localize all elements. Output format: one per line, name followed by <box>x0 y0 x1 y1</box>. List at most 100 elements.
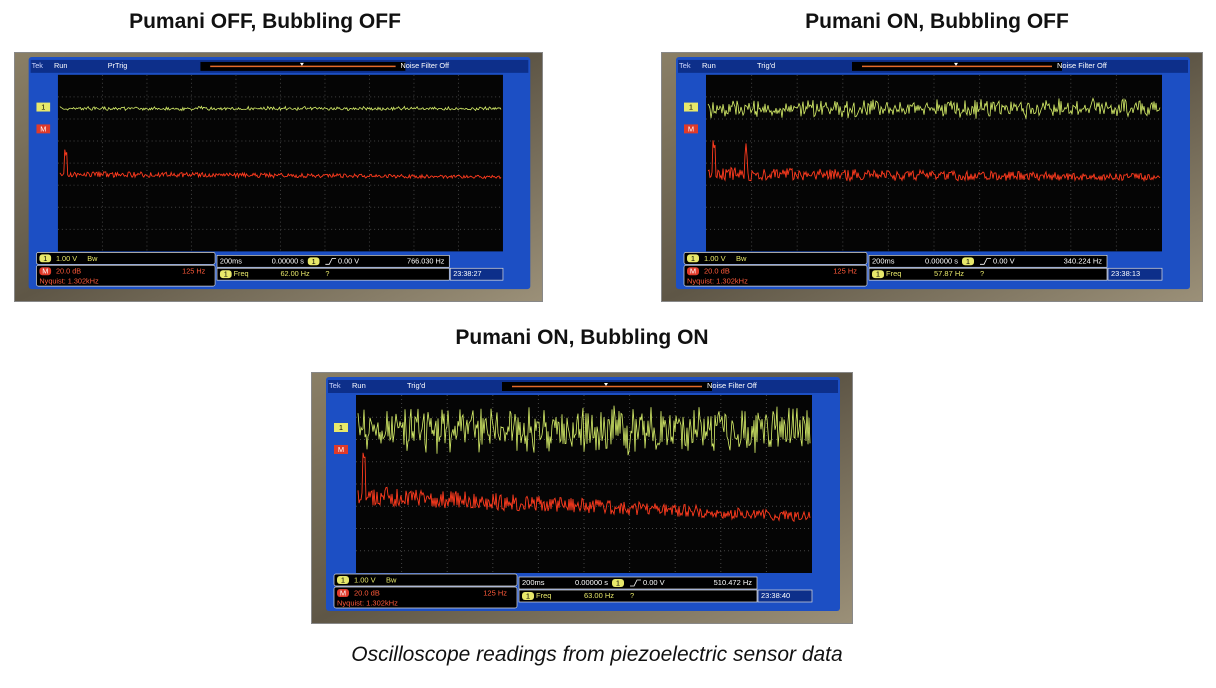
screen-text: 1 <box>689 103 693 112</box>
screen-text: M <box>42 267 48 276</box>
screen-text: M <box>340 588 346 597</box>
meas-badge <box>522 592 534 600</box>
time-readout <box>216 255 450 268</box>
math-badge <box>337 589 349 597</box>
screen-text: 200ms <box>872 256 895 265</box>
screen-text: 0.00000 s <box>272 256 304 265</box>
screen-text: 1 <box>339 423 343 432</box>
scope-photo: Tek Run Trig'd Noise Filter Off 1 M 1 1.00 V Bw M… <box>661 52 1203 302</box>
slope-icon <box>980 257 991 265</box>
ch-badge <box>687 254 699 263</box>
ch-marker <box>334 423 348 432</box>
screen-text: 62.00 Hz <box>280 269 310 278</box>
time-readout <box>868 255 1108 268</box>
screen-text: ? <box>325 269 329 278</box>
screen-text: 0.00 V <box>993 256 1015 265</box>
screen-text: 57.87 Hz <box>934 269 964 278</box>
screen-text: 0.00000 s <box>575 578 608 587</box>
screen-text: 125 Hz <box>182 267 205 276</box>
screen-text: ? <box>980 269 984 278</box>
ch-badge <box>337 576 349 584</box>
screen-text: 0.00 V <box>643 578 665 587</box>
screen-text: M <box>688 124 694 133</box>
ch-marker <box>36 102 51 112</box>
screen-text: Noise Filter Off <box>707 381 758 390</box>
screen-text: 0.00 V <box>338 256 359 265</box>
screen-text: Tek <box>679 61 691 70</box>
scope-photo: Tek Run PrTrig Noise Filter Off 1 M 1 1.00 V Bw M… <box>14 52 543 302</box>
screen-text: Trig'd <box>407 381 425 390</box>
screen-text: 1 <box>616 578 620 587</box>
ch-badge <box>39 254 52 263</box>
ch1-trace <box>707 97 1161 119</box>
trigger-pointer <box>299 62 304 66</box>
math-badge <box>687 267 699 276</box>
ch-readout <box>36 252 216 265</box>
screen-text: Tek <box>329 381 341 390</box>
screen-text: Noise Filter Off <box>400 61 449 70</box>
screen-text: 200ms <box>220 256 242 265</box>
math-trace <box>59 149 502 180</box>
caption: Oscilloscope readings from piezoelectric… <box>351 643 843 666</box>
screen-text: 1 <box>526 591 530 600</box>
trigger-pointer <box>954 62 958 66</box>
ch-marker <box>684 102 698 112</box>
time-readout <box>518 576 758 590</box>
screen-text: 510.472 Hz <box>714 578 753 587</box>
screen-text: 1 <box>966 257 970 266</box>
screen-text: 200ms <box>522 578 545 587</box>
screen-text: ? <box>630 591 634 600</box>
meas-readout <box>868 267 1108 281</box>
screen-text: 1 <box>43 254 47 263</box>
screen-text: Run <box>352 381 366 390</box>
screen-text: M <box>338 445 344 454</box>
screen-text: 340.224 Hz <box>1064 256 1103 265</box>
screen-text: 20.0 dB <box>56 267 81 276</box>
screen-text: 1 <box>41 102 45 111</box>
screen-text: Freq <box>234 269 249 278</box>
screen-text: 23:38:27 <box>453 269 481 278</box>
ch1-trace <box>357 405 811 456</box>
screen-text: 1.00 V <box>56 254 77 263</box>
math-marker <box>684 124 698 134</box>
screen-text: Freq <box>886 269 901 278</box>
screen-text: Noise Filter Off <box>1057 61 1108 70</box>
screen-text: Tek <box>32 61 44 70</box>
panel-title: Pumani ON, Bubbling ON <box>455 326 709 349</box>
trigger-pointer <box>604 383 608 386</box>
meas-badge <box>219 270 232 279</box>
math-readout <box>333 586 518 609</box>
screen-text: Nyquist: 1.302kHz <box>687 277 748 286</box>
screen-text: 23:38:40 <box>761 591 790 600</box>
screen-text: 20.0 dB <box>704 267 730 276</box>
screen-text: 0.00000 s <box>925 256 958 265</box>
clock-readout <box>1107 267 1163 281</box>
clock-readout <box>757 589 813 603</box>
ch-readout <box>683 252 868 265</box>
screen-text: M <box>690 267 696 276</box>
screen-text: Nyquist: 1.302kHz <box>39 277 99 286</box>
meas-badge <box>872 270 884 279</box>
screen-text: Freq <box>536 591 551 600</box>
ch1-trace <box>59 105 502 112</box>
screen-text: 20.0 dB <box>354 588 380 597</box>
math-readout <box>683 264 868 287</box>
screen-text: Run <box>54 61 67 70</box>
screen-text: 1.00 V <box>354 575 376 584</box>
panel-title: Pumani ON, Bubbling OFF <box>805 10 1069 33</box>
slope-icon <box>630 579 641 587</box>
screen-text: Bw <box>87 254 98 263</box>
math-marker <box>334 445 348 454</box>
screen-text: 1.00 V <box>704 254 726 263</box>
screen-text: Trig'd <box>757 61 775 70</box>
screen-text: Bw <box>386 575 397 584</box>
trig-badge <box>612 579 624 587</box>
clock-readout <box>449 267 504 281</box>
screen-text: Run <box>702 61 716 70</box>
trig-badge <box>962 257 974 266</box>
math-trace <box>357 452 811 523</box>
screen-text: 1 <box>691 254 695 263</box>
screen-text: 1 <box>224 270 228 279</box>
meas-readout <box>216 267 450 281</box>
